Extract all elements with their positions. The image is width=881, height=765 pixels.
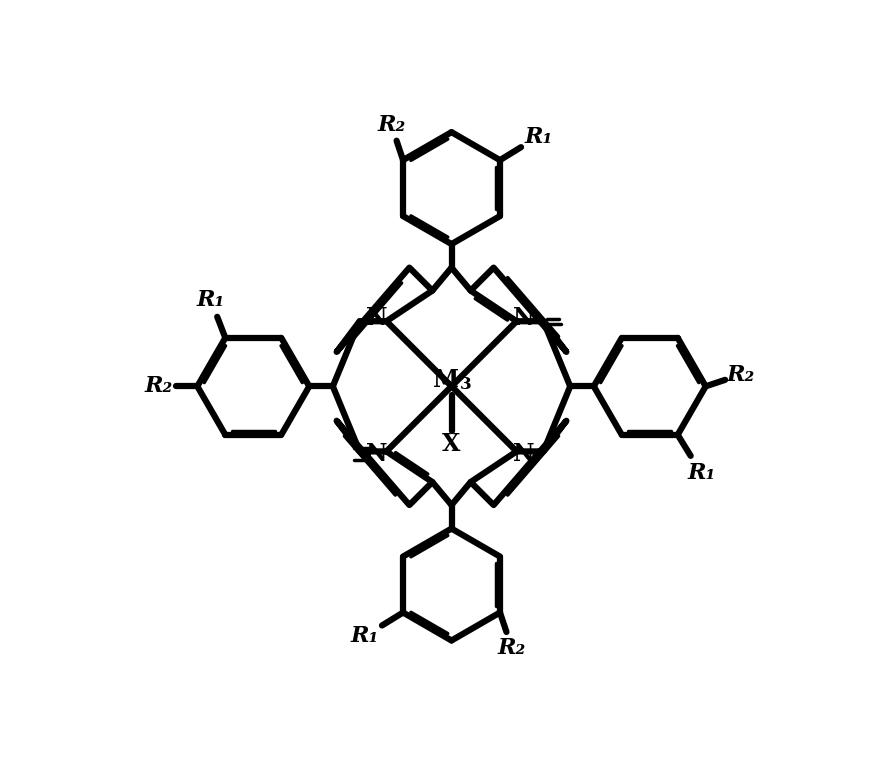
Text: N: N: [514, 306, 535, 330]
Text: R₁: R₁: [196, 288, 225, 311]
Text: R₂: R₂: [727, 363, 755, 386]
Text: R₂: R₂: [498, 637, 526, 659]
Text: N: N: [366, 442, 388, 467]
Text: R₂: R₂: [144, 376, 174, 397]
Text: M: M: [433, 369, 459, 392]
Text: R₁: R₁: [687, 462, 715, 484]
Text: N: N: [514, 442, 535, 467]
Text: R₁: R₁: [524, 125, 552, 148]
Text: R₂: R₂: [377, 114, 405, 135]
Text: X: X: [442, 431, 461, 456]
Text: R₁: R₁: [351, 625, 379, 647]
Text: 3: 3: [461, 376, 472, 393]
Text: N: N: [366, 306, 388, 330]
